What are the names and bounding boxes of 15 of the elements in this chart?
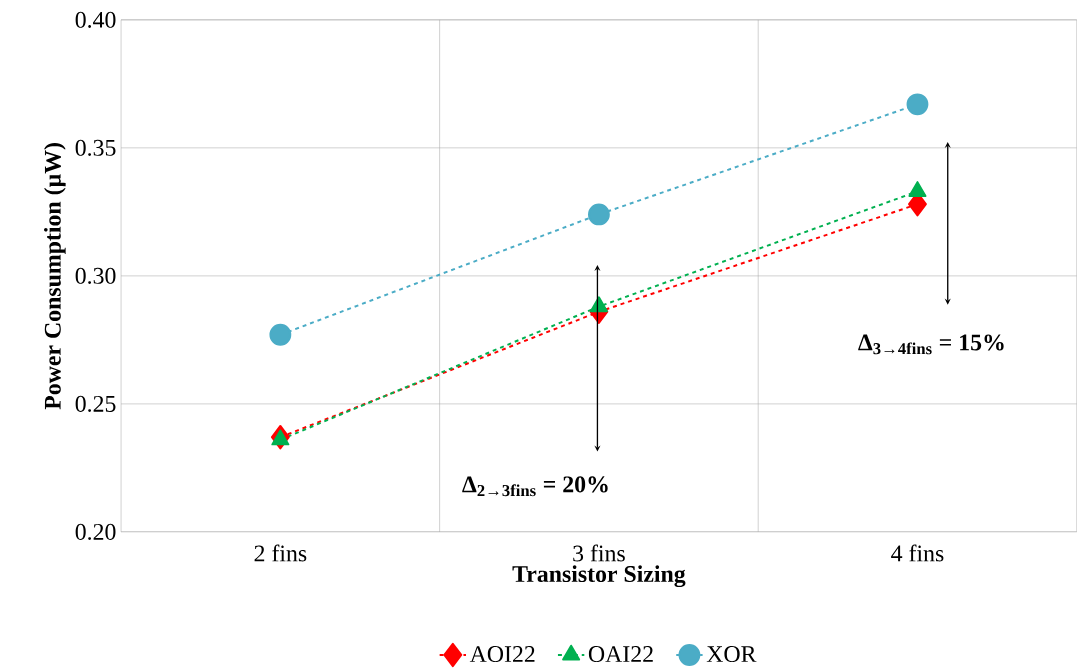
legend-label: OAI22 [588,646,653,663]
y-axis-title: Power Consumption (µW) [44,143,66,410]
x-tick-label: 2 fins [254,544,307,562]
legend-label: AOI22 [469,646,535,663]
x-axis-title: Transistor Sizing [512,565,686,588]
annotation: Δ$_{3→4fins}$ = 15% [858,334,1004,355]
y-tick-label: 0.30 [75,267,116,285]
legend-label: XOR [706,646,757,663]
y-tick-label: 0.40 [75,11,116,28]
y-tick-label: 0.20 [75,523,116,541]
x-tick-label: 3 fins [573,544,625,562]
y-tick-label: 0.35 [75,139,116,157]
y-tick-label: 0.25 [75,395,116,413]
annotation: Δ$_{2→3fins}$ = 20% [462,476,608,497]
x-tick-label: 4 fins [891,544,944,562]
